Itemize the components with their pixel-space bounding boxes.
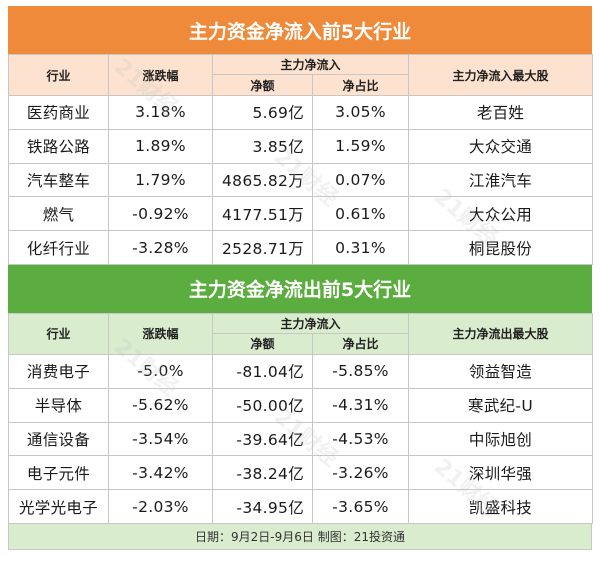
stock-cell: 大众交通 bbox=[408, 128, 594, 164]
stock-cell: 江淮汽车 bbox=[408, 162, 594, 198]
fund-flow-report: 主力资金净流入前5大行业 行业 涨跌幅 主力净流入 主力净流入最大股 净额 净占… bbox=[8, 6, 594, 550]
industry-cell: 光学光电子 bbox=[8, 489, 109, 524]
table-row: 燃气 -0.92% 4177.51万 0.61% 大众公用 bbox=[8, 196, 594, 232]
stock-cell: 中际旭创 bbox=[408, 421, 594, 457]
header-net-inflow-group: 主力净流入 bbox=[211, 54, 410, 75]
table-row: 半导体 -5.62% -50.00亿 -4.31% 寒武纪-U bbox=[8, 387, 594, 423]
industry-cell: 电子元件 bbox=[8, 455, 109, 491]
ratio-cell: 0.07% bbox=[311, 162, 410, 198]
header-change: 涨跌幅 bbox=[108, 312, 213, 355]
amount-cell: -39.64亿 bbox=[212, 421, 313, 457]
change-cell: -2.03% bbox=[108, 489, 213, 524]
footer-note: 日期：9月2日-9月6日 制图：21投资通 bbox=[8, 523, 592, 550]
amount-cell: -50.00亿 bbox=[212, 387, 313, 423]
change-cell: 1.79% bbox=[108, 162, 213, 198]
table-row: 汽车整车 1.79% 4865.82万 0.07% 江淮汽车 bbox=[8, 162, 594, 198]
inflow-table: 行业 涨跌幅 主力净流入 主力净流入最大股 净额 净占比 医药商业 3.18% … bbox=[8, 54, 594, 265]
header-top-stock: 主力净流出最大股 bbox=[408, 312, 594, 355]
outflow-table: 行业 涨跌幅 主力净流入 主力净流出最大股 净额 净占比 消费电子 -5.0% … bbox=[8, 312, 594, 524]
stock-cell: 大众公用 bbox=[408, 196, 594, 232]
amount-cell: 4177.51万 bbox=[212, 196, 313, 232]
table-row: 医药商业 3.18% 5.69亿 3.05% 老百姓 bbox=[8, 95, 594, 130]
change-cell: -0.92% bbox=[108, 196, 213, 232]
industry-cell: 医药商业 bbox=[8, 95, 109, 130]
industry-cell: 半导体 bbox=[8, 387, 109, 423]
industry-cell: 汽车整车 bbox=[8, 162, 109, 198]
change-cell: 1.89% bbox=[108, 128, 213, 164]
ratio-cell: -3.26% bbox=[311, 455, 410, 491]
table-row: 电子元件 -3.42% -38.24亿 -3.26% 深圳华强 bbox=[8, 455, 594, 491]
ratio-cell: 1.59% bbox=[311, 128, 410, 164]
industry-cell: 化纤行业 bbox=[8, 230, 109, 265]
ratio-cell: 0.31% bbox=[311, 230, 410, 265]
header-net-amount: 净额 bbox=[212, 332, 313, 355]
amount-cell: 5.69亿 bbox=[212, 95, 313, 130]
stock-cell: 桐昆股份 bbox=[408, 230, 594, 265]
amount-cell: 3.85亿 bbox=[212, 128, 313, 164]
ratio-cell: 0.61% bbox=[311, 196, 410, 232]
change-cell: -3.54% bbox=[108, 421, 213, 457]
ratio-cell: -4.31% bbox=[311, 387, 410, 423]
header-net-ratio: 净占比 bbox=[311, 332, 410, 355]
outflow-title: 主力资金净流出前5大行业 bbox=[8, 264, 592, 313]
header-industry: 行业 bbox=[8, 54, 109, 96]
change-cell: 3.18% bbox=[108, 95, 213, 130]
industry-cell: 消费电子 bbox=[8, 353, 109, 389]
industry-cell: 铁路公路 bbox=[8, 128, 109, 164]
ratio-cell: 3.05% bbox=[311, 95, 410, 130]
ratio-cell: -3.65% bbox=[311, 489, 410, 524]
amount-cell: -38.24亿 bbox=[212, 455, 313, 491]
amount-cell: 2528.71万 bbox=[212, 230, 313, 265]
header-industry: 行业 bbox=[8, 312, 109, 355]
header-net-amount: 净额 bbox=[212, 74, 313, 96]
header-net-ratio: 净占比 bbox=[311, 74, 410, 96]
header-net-inflow-group: 主力净流入 bbox=[211, 312, 410, 334]
table-row: 光学光电子 -2.03% -34.95亿 -3.65% 凯盛科技 bbox=[8, 489, 594, 524]
table-row: 消费电子 -5.0% -81.04亿 -5.85% 领益智造 bbox=[8, 353, 594, 389]
stock-cell: 老百姓 bbox=[408, 95, 594, 130]
change-cell: -5.0% bbox=[108, 353, 213, 389]
stock-cell: 凯盛科技 bbox=[408, 489, 594, 524]
amount-cell: -81.04亿 bbox=[212, 353, 313, 389]
table-row: 化纤行业 -3.28% 2528.71万 0.31% 桐昆股份 bbox=[8, 230, 594, 265]
change-cell: -3.42% bbox=[108, 455, 213, 491]
table-row: 铁路公路 1.89% 3.85亿 1.59% 大众交通 bbox=[8, 128, 594, 164]
table-row: 通信设备 -3.54% -39.64亿 -4.53% 中际旭创 bbox=[8, 421, 594, 457]
stock-cell: 领益智造 bbox=[408, 353, 594, 389]
header-change: 涨跌幅 bbox=[108, 54, 213, 96]
ratio-cell: -5.85% bbox=[311, 353, 410, 389]
amount-cell: -34.95亿 bbox=[212, 489, 313, 524]
stock-cell: 寒武纪-U bbox=[408, 387, 594, 423]
stock-cell: 深圳华强 bbox=[408, 455, 594, 491]
inflow-title: 主力资金净流入前5大行业 bbox=[8, 6, 592, 54]
change-cell: -5.62% bbox=[108, 387, 213, 423]
industry-cell: 燃气 bbox=[8, 196, 109, 232]
header-top-stock: 主力净流入最大股 bbox=[408, 54, 594, 96]
change-cell: -3.28% bbox=[108, 230, 213, 265]
industry-cell: 通信设备 bbox=[8, 421, 109, 457]
amount-cell: 4865.82万 bbox=[212, 162, 313, 198]
ratio-cell: -4.53% bbox=[311, 421, 410, 457]
